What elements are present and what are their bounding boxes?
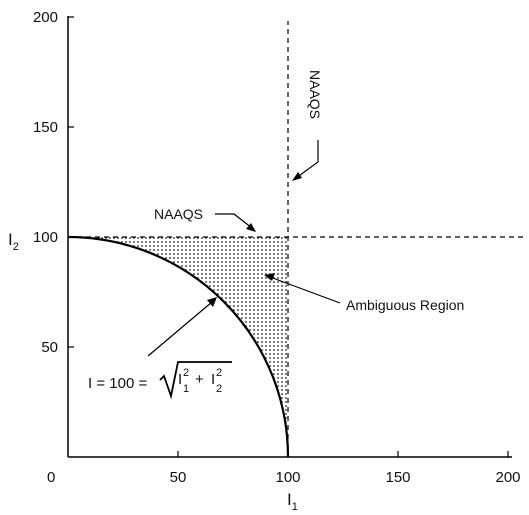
y-tick-label: 50	[41, 339, 58, 356]
y-tick-label: 150	[33, 119, 58, 136]
svg-text:2: 2	[216, 383, 222, 395]
formula-arrow	[147, 301, 213, 357]
x-tick-label: 0	[47, 469, 55, 486]
naaqs-vertical-arrowhead	[292, 172, 302, 181]
naaqs-horizontal-label: NAAQS	[154, 206, 203, 222]
svg-text:I = 100 =: I = 100 =	[88, 375, 147, 392]
x-axis-label: I1	[287, 490, 298, 513]
x-tick-label: 200	[495, 469, 520, 486]
y-tick-label: 200	[33, 9, 58, 26]
ambiguous-region-arrowhead	[264, 273, 275, 281]
naaqs-vertical-arrow	[295, 140, 319, 179]
x-ticks: 0 50 100 150 200	[47, 451, 521, 486]
circle-arc-line	[67, 235, 290, 458]
naaqs-vertical-label: NAAQS	[307, 70, 323, 119]
formula-annotation: I = 100 = I 2 1 + I 2 2	[88, 361, 232, 400]
y-ticks: 50 100 150 200	[33, 9, 74, 356]
ambiguous-region-arrow	[269, 276, 341, 304]
svg-text:I: I	[178, 371, 182, 388]
sqrt-sign	[159, 361, 232, 400]
naaqs-horizontal-arrowhead	[246, 223, 256, 232]
x-tick-label: 150	[385, 469, 410, 486]
x-tick-label: 100	[275, 469, 300, 486]
naaqs-horizontal-arrow	[215, 213, 253, 229]
svg-text:1: 1	[183, 383, 189, 395]
formula-arrowhead	[207, 297, 217, 307]
y-axis-label: I2	[8, 230, 19, 253]
ambiguous-region-label: Ambiguous Region	[346, 297, 464, 313]
svg-text:+: +	[195, 371, 204, 388]
y-tick-label: 100	[33, 229, 58, 246]
ambiguous-region-shading	[68, 237, 288, 457]
svg-text:I: I	[211, 371, 215, 388]
svg-text:2: 2	[216, 367, 222, 379]
x-tick-label: 50	[170, 469, 187, 486]
svg-text:2: 2	[183, 367, 189, 379]
